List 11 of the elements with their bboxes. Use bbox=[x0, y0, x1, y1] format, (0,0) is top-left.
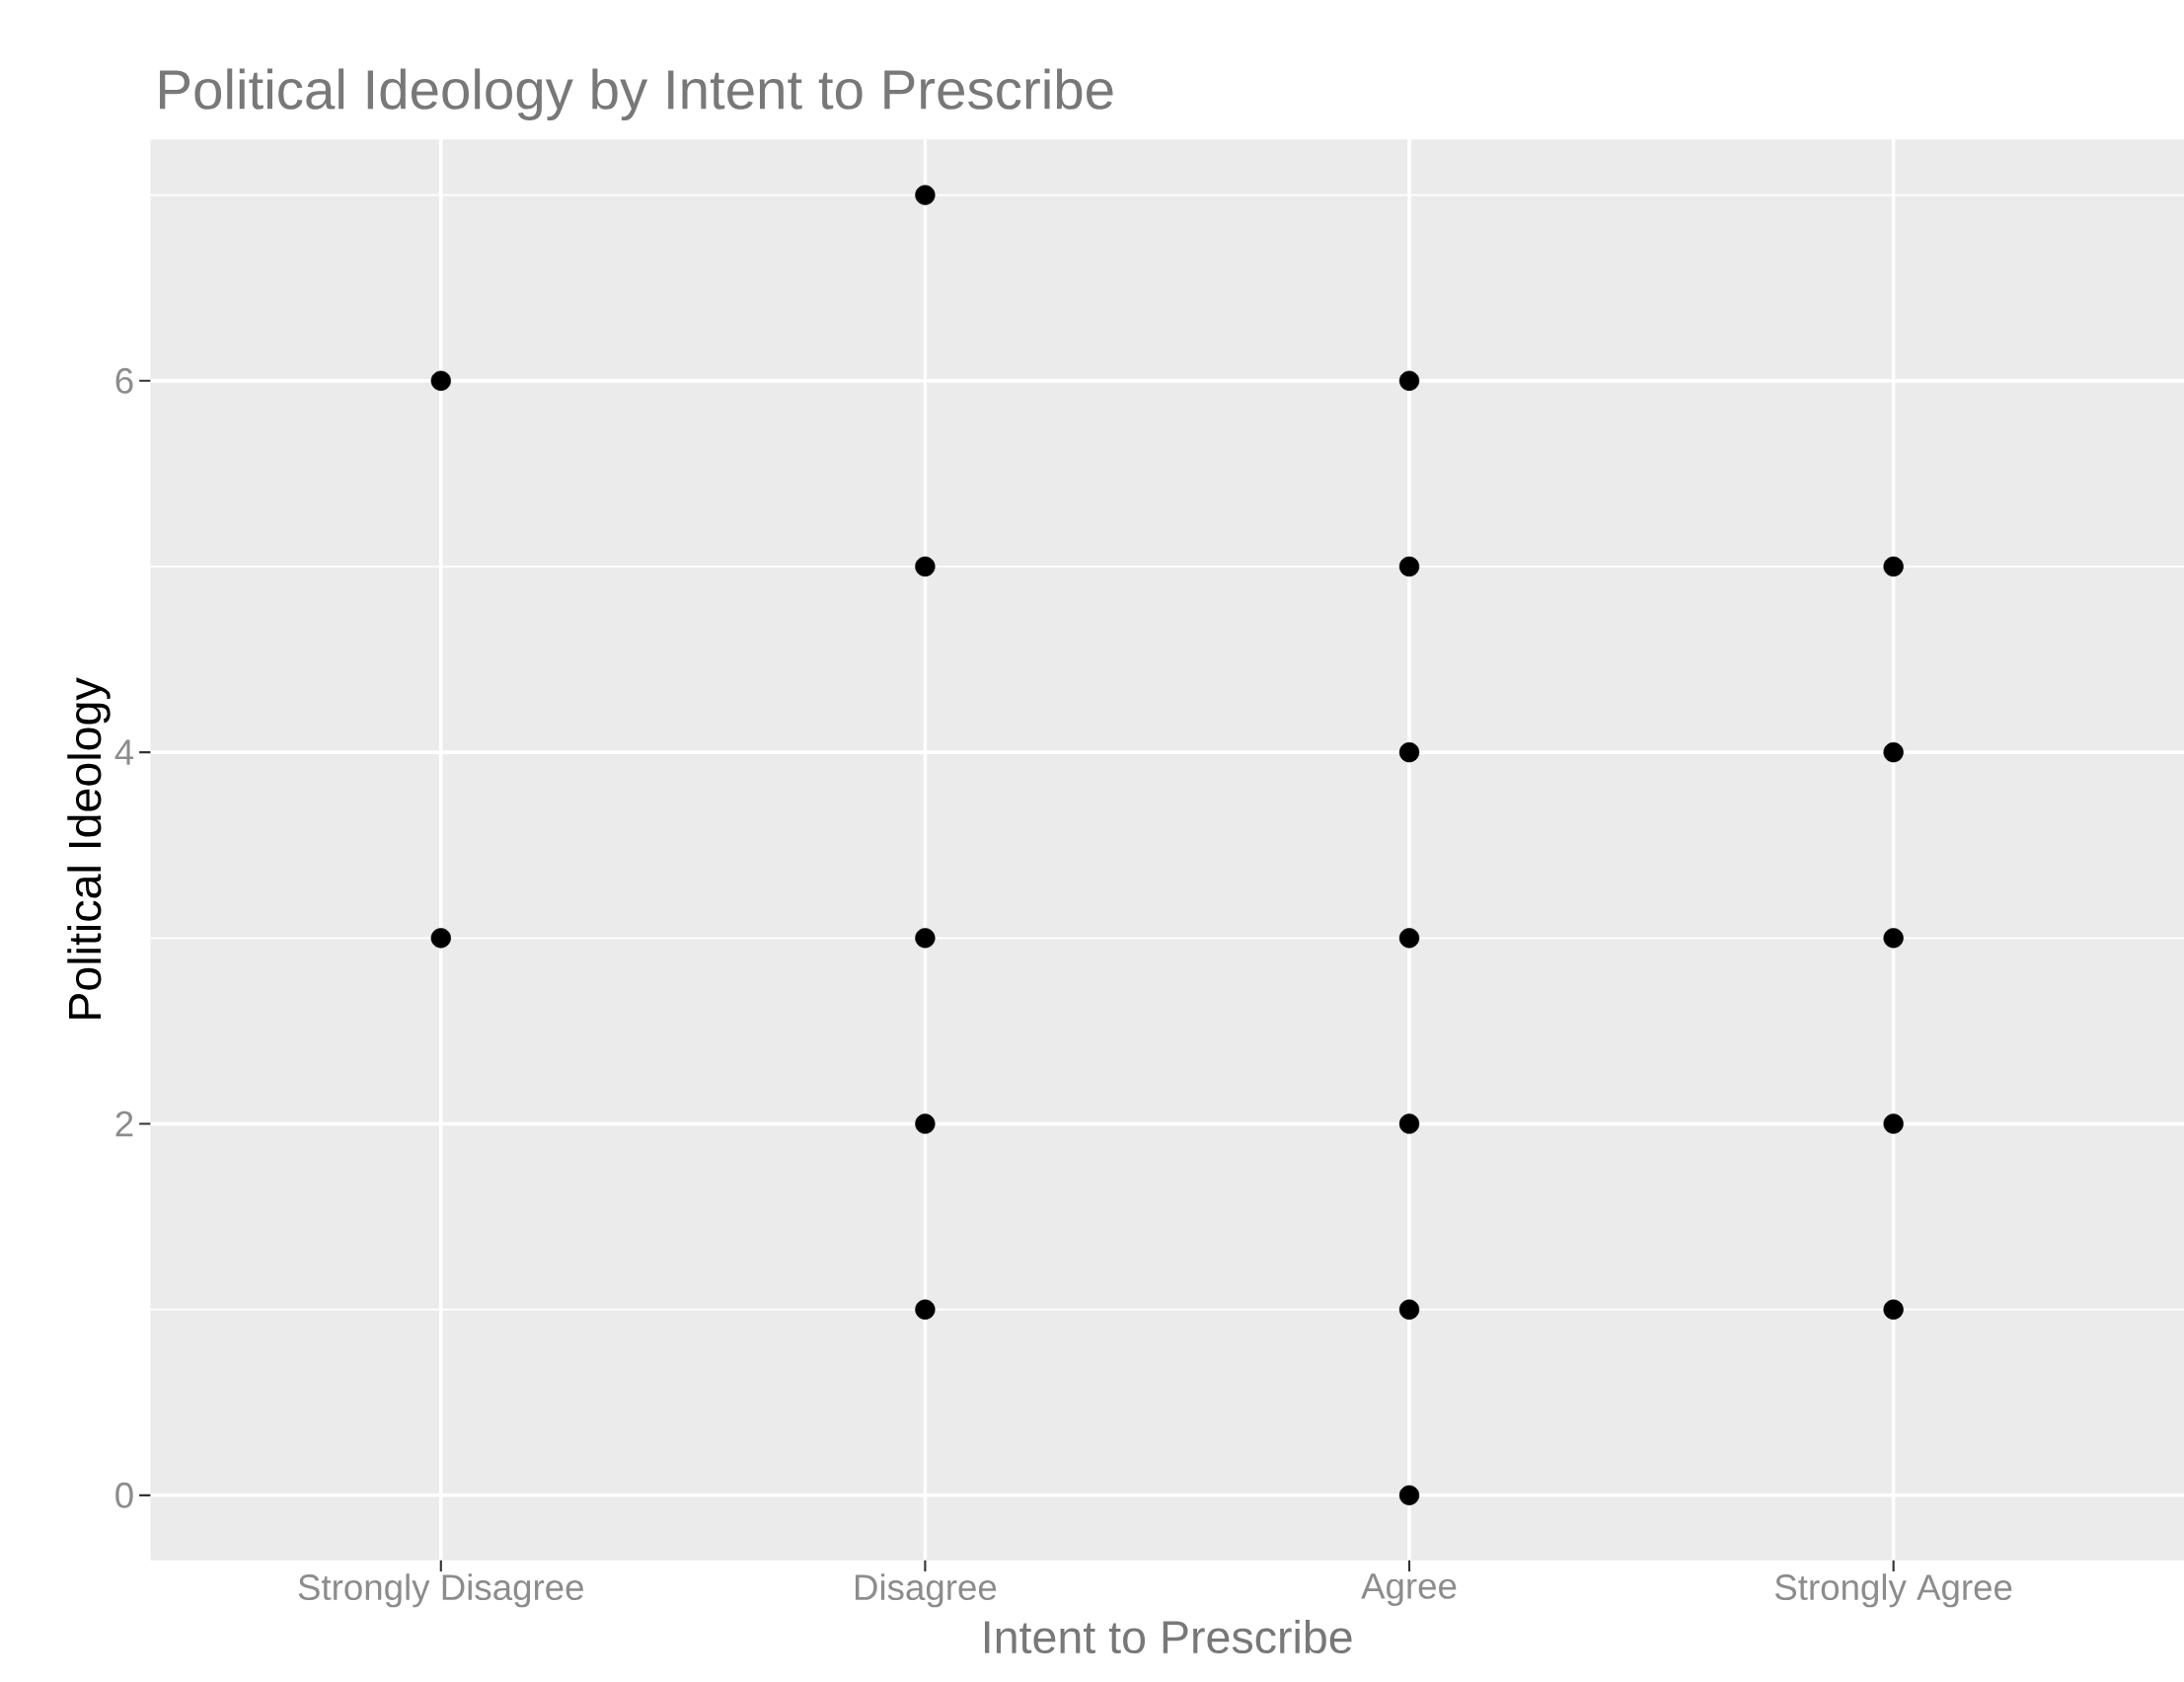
y-tick-label: 6 bbox=[115, 368, 133, 395]
x-tick-label: Agree bbox=[1361, 1573, 1457, 1607]
x-tick-label: Strongly Disagree bbox=[298, 1573, 583, 1608]
x-axis-title: Intent to Prescribe bbox=[985, 1620, 1352, 1654]
y-tick-label: 0 bbox=[115, 1483, 133, 1509]
y-tick-label: 4 bbox=[114, 739, 134, 765]
y-axis-title: Political Ideology bbox=[67, 677, 111, 1020]
x-tick-label: Disagree bbox=[855, 1573, 997, 1608]
chart-title: Political Ideology by Intent to Prescribe bbox=[160, 68, 1113, 121]
x-tick-label: Strongly Agree bbox=[1774, 1573, 2012, 1608]
y-tick-label: 2 bbox=[115, 1110, 133, 1137]
